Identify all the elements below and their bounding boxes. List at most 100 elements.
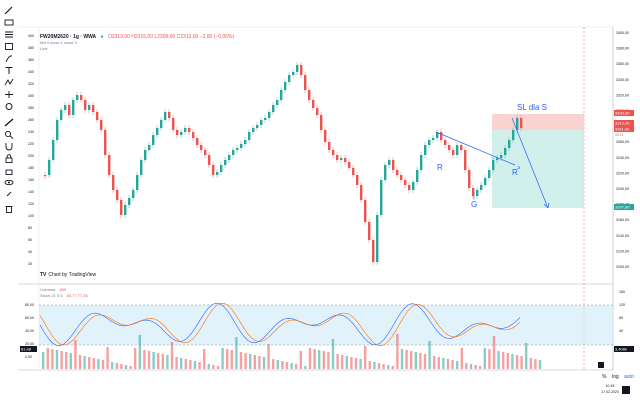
line-legend[interactable]: Line (40, 46, 48, 51)
candle-body (504, 148, 507, 155)
volume-bar (446, 359, 450, 369)
short-arrow-line (511, 117, 549, 209)
candle-body (176, 130, 179, 135)
volume-bar (396, 334, 399, 369)
candle-body (468, 170, 471, 188)
candle-body (76, 95, 79, 100)
price-axis-tick: 3400,00 (616, 31, 629, 35)
volume-bar (354, 358, 358, 369)
tradingview-text: Chart by TradingView (48, 272, 97, 278)
candle-body (280, 90, 283, 100)
candle-body (224, 160, 227, 165)
tradingview-logo[interactable]: TV Chart by TradingView (40, 272, 96, 278)
volume-bar (520, 356, 523, 369)
candle-body (96, 112, 99, 120)
stoch-band (39, 305, 613, 345)
ruler-icon[interactable] (4, 118, 14, 127)
volume-bar (239, 352, 243, 369)
brush-icon[interactable] (4, 54, 14, 63)
volume-bar (433, 356, 436, 369)
percent-toggle[interactable]: % (602, 374, 607, 380)
volume-bar (235, 337, 238, 369)
candle-body (412, 182, 415, 190)
candle-body (200, 145, 203, 150)
settings-icon[interactable] (598, 362, 604, 368)
candle-body (476, 190, 479, 196)
volume-bar (203, 349, 206, 369)
volume-bar (308, 348, 312, 369)
r-annotation-right: R (512, 168, 518, 177)
candle-body (244, 140, 247, 144)
magnet-icon[interactable] (4, 142, 14, 151)
lock-icon[interactable] (4, 166, 14, 175)
volume-bar (304, 366, 307, 369)
left-axis-tick: 200 (28, 154, 34, 158)
volume-bar (400, 349, 404, 369)
ma-legend[interactable]: MA 9 close 1 close 9 (40, 40, 77, 45)
candle-body (140, 160, 143, 175)
candle-body (264, 118, 267, 120)
candle-body (100, 120, 103, 130)
stoch-k-line (39, 302, 521, 347)
volume-bar (147, 351, 151, 369)
volume-bar (120, 364, 123, 369)
volume-bar (74, 340, 77, 369)
trash-icon[interactable] (4, 204, 14, 213)
auto-toggle[interactable]: auto (624, 374, 634, 380)
volume-legend[interactable]: Volumes 809 (40, 287, 66, 292)
shapes-icon[interactable] (4, 102, 14, 111)
eye-icon[interactable] (4, 178, 14, 187)
text-icon[interactable] (4, 66, 14, 75)
stoch-tag (20, 346, 37, 352)
prediction-icon[interactable] (4, 90, 14, 99)
left-axis-tick: 280 (28, 106, 34, 110)
price-axis-tick: 3220,00 (616, 171, 629, 175)
candle-body (136, 175, 139, 190)
left-axis-tick: 340 (28, 70, 34, 74)
cursor-icon[interactable] (4, 6, 14, 15)
candle-body (484, 178, 487, 185)
fib-icon[interactable] (4, 30, 14, 39)
r-annotation-left: R (437, 163, 443, 172)
price-axis-tick: 3260,00 (616, 140, 629, 144)
left-axis-tick: 40 (28, 250, 32, 254)
stochastic-lines (39, 302, 521, 347)
candle-body (252, 128, 255, 132)
volume-bar (161, 354, 164, 369)
volume-bar (276, 360, 279, 369)
volume-bar (97, 359, 100, 369)
candle-body (60, 110, 63, 120)
candle-body (332, 150, 335, 155)
volume-bar (42, 352, 45, 369)
stoch-legend[interactable]: Stoch 21 3 5 83,77 77,35 (40, 293, 88, 298)
pattern-xabcd-icon[interactable] (4, 78, 14, 87)
link-icon[interactable] (4, 190, 14, 199)
trendline-icon[interactable] (4, 18, 14, 27)
volume-bar (410, 351, 413, 369)
left-axis-tick: 180 (28, 166, 34, 170)
volume-bar (230, 350, 233, 369)
candle-body (56, 120, 59, 140)
volume-bar (373, 362, 376, 369)
zoom-icon[interactable] (4, 130, 14, 139)
osc-left-tick: 40,00 (25, 329, 34, 333)
volume-bar (272, 359, 275, 369)
lock-drawings-icon[interactable] (4, 154, 14, 163)
volume-bar (327, 352, 330, 369)
candle-body (312, 100, 315, 108)
target-zone (492, 130, 584, 208)
candle-body (248, 132, 251, 140)
symbol-title[interactable]: FW20M2620 · 1g · WWA (40, 34, 97, 40)
price-axis-tick: 3100,00 (616, 265, 629, 269)
volume-bar (460, 348, 463, 369)
candle-body (68, 105, 71, 115)
notification-icon[interactable] (622, 386, 630, 394)
pattern-icon[interactable] (4, 42, 14, 51)
log-toggle[interactable]: log (612, 374, 619, 380)
candle-body (204, 150, 207, 155)
target-price-label: 3207,00 (615, 205, 630, 210)
left-axis-tick: 360 (28, 58, 34, 62)
volume-bar (336, 354, 339, 369)
candle-body (164, 112, 167, 120)
